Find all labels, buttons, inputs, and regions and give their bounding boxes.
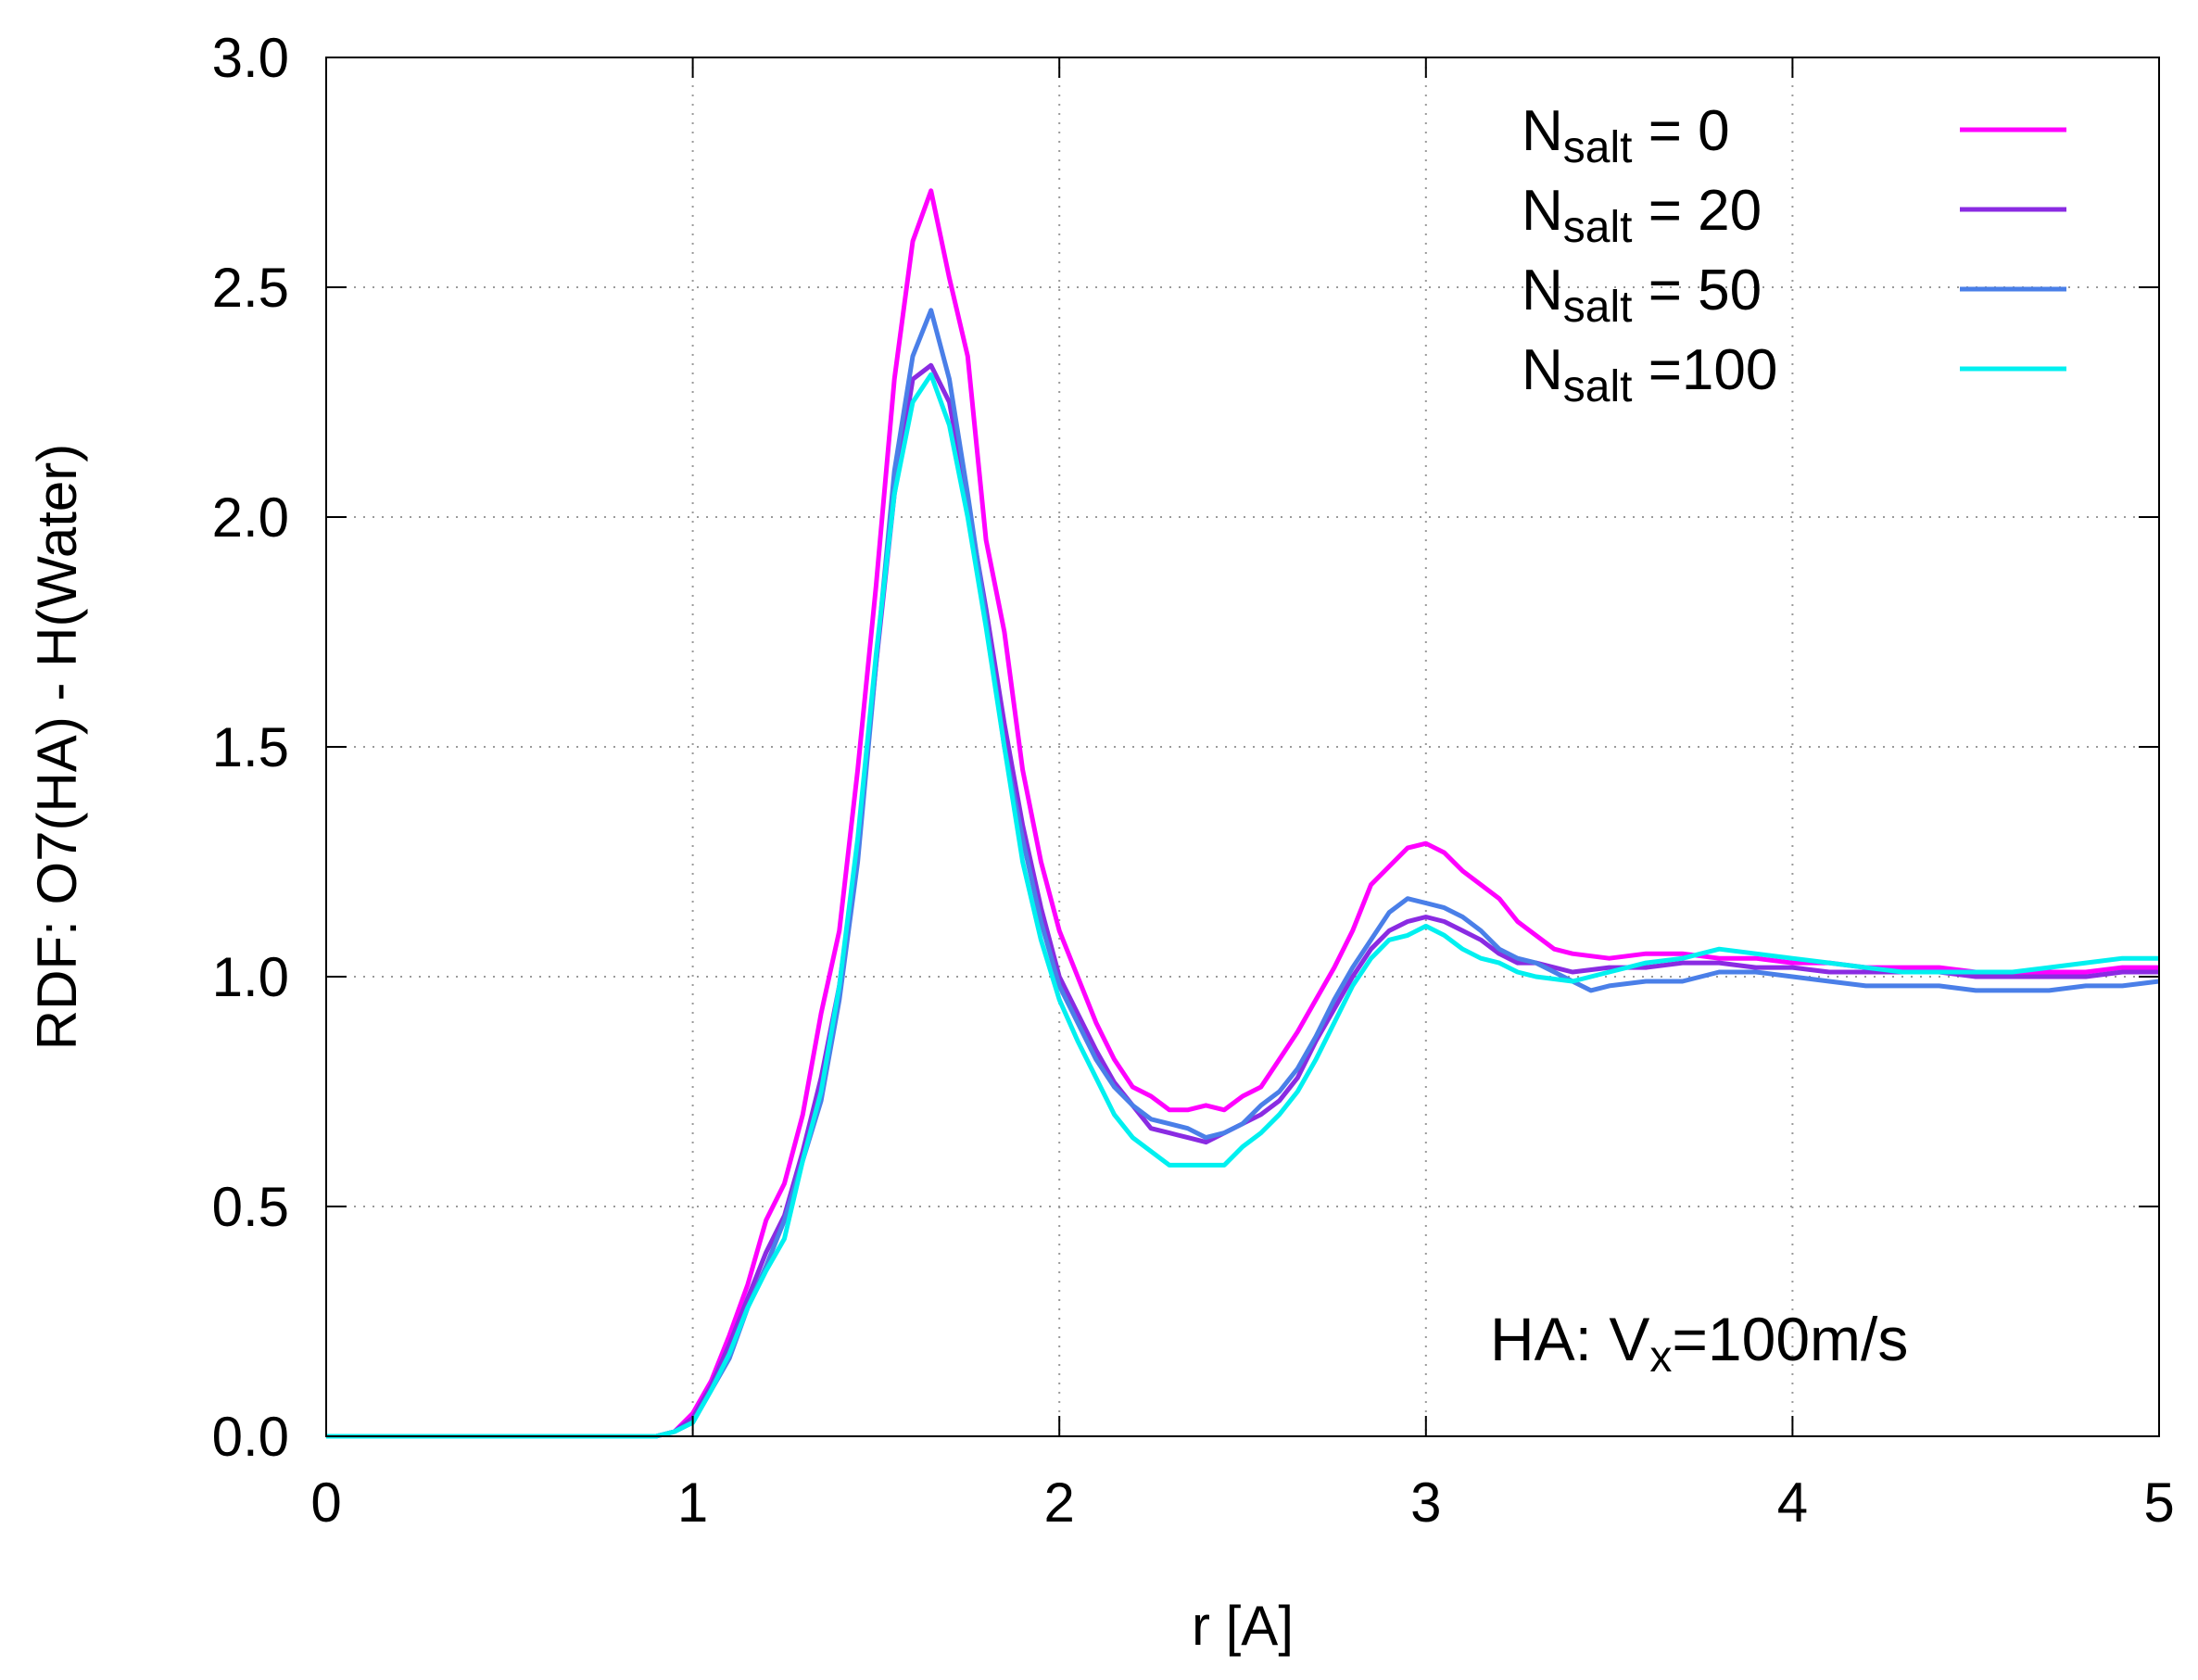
annotation-subscript: x xyxy=(1649,1333,1672,1382)
annotation-suffix: =100m/s xyxy=(1672,1305,1908,1373)
legend-label-4: Nsalt =100 xyxy=(1522,338,1777,411)
y-tick-label: 0.5 xyxy=(212,1176,289,1238)
tick-labels: 0.0 0.5 1.0 1.5 2.0 2.5 3.0 0 1 2 3 4 5 xyxy=(212,27,2175,1534)
series-line-4 xyxy=(326,372,2159,1439)
y-tick-label: 3.0 xyxy=(212,27,289,89)
annotation-prefix: HA: V xyxy=(1490,1305,1649,1373)
y-tick-label: 1.0 xyxy=(212,946,289,1008)
y-tick-label: 2.5 xyxy=(212,257,289,319)
data-series xyxy=(326,188,2160,1439)
velocity-annotation: HA: Vx=100m/s xyxy=(1490,1305,1908,1382)
x-tick-label: 0 xyxy=(310,1472,341,1534)
x-tick-label: 3 xyxy=(1410,1472,1441,1534)
x-tick-label: 1 xyxy=(677,1472,708,1534)
x-tick-label: 4 xyxy=(1777,1472,1808,1534)
y-axis-title: RDF: O7(HA) - H(Water) xyxy=(26,444,88,1050)
y-tick-label: 0.0 xyxy=(212,1406,289,1468)
series-line-1 xyxy=(326,188,2159,1439)
axis-ticks xyxy=(325,57,2160,1437)
legend-label-2: Nsalt = 20 xyxy=(1522,179,1762,252)
legend-label-1: Nsalt = 0 xyxy=(1522,99,1730,172)
y-tick-label: 2.0 xyxy=(212,486,289,549)
grid-lines xyxy=(326,57,2159,1436)
legend-label-3: Nsalt = 50 xyxy=(1522,259,1762,332)
y-tick-label: 1.5 xyxy=(212,716,289,778)
x-tick-label: 2 xyxy=(1044,1472,1075,1534)
x-tick-label: 5 xyxy=(2143,1472,2174,1534)
x-axis-title: r [A] xyxy=(1192,1595,1294,1657)
